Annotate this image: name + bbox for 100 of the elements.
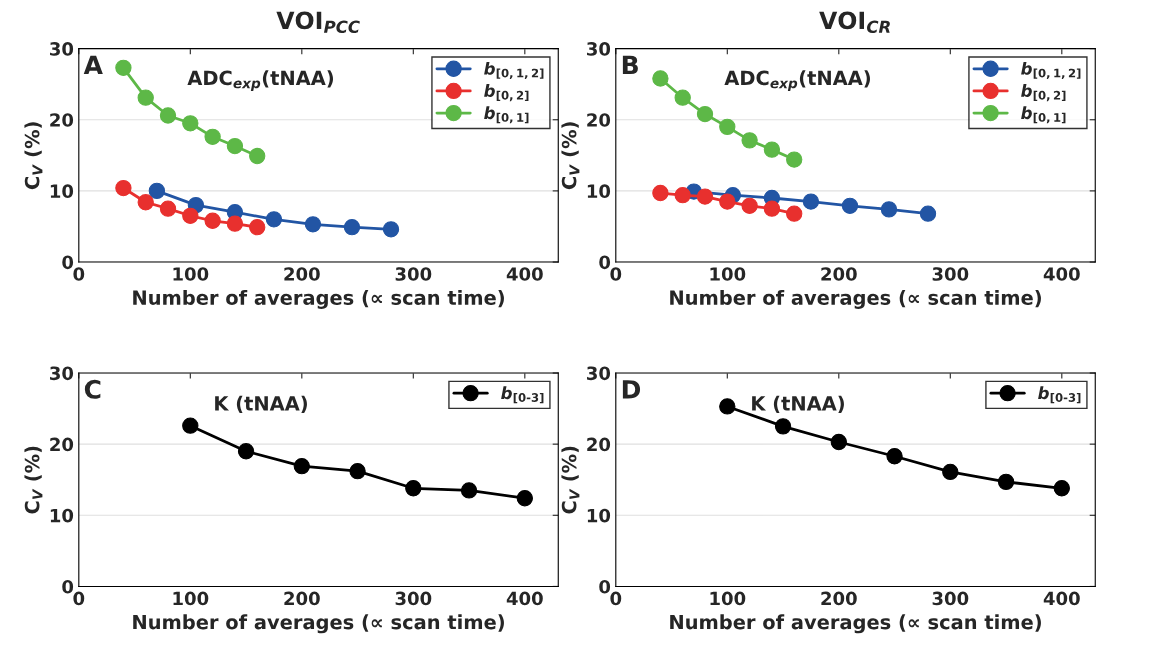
x-axis-title: Number of averages (∝ scan time) [133, 289, 504, 309]
x-tick-label: 200 [821, 267, 857, 281]
point [115, 179, 132, 197]
point [349, 463, 366, 480]
x-tick-label: 400 [506, 591, 543, 606]
y-axis-title: C$_{V}$ (%) [24, 122, 43, 190]
y-tick-label: 20 [50, 437, 74, 452]
x-tick-label: 300 [932, 591, 969, 606]
point [741, 132, 758, 149]
y-axis-title: C$_{V}$ (%) [561, 446, 580, 514]
legend-label: b$_{[0,2]}$ [1021, 84, 1066, 102]
legend-label: b$_{[0-3]}$ [501, 386, 544, 404]
point [265, 211, 283, 228]
y-tick-label: 30 [587, 42, 611, 56]
y-axis-title: C$_{V}$ (%) [561, 122, 580, 190]
point [919, 205, 937, 222]
y-tick-label: 0 [599, 255, 611, 270]
x-tick-label: 0 [610, 591, 622, 606]
x-tick-label: 0 [73, 591, 85, 606]
x-tick-label: 0 [73, 267, 85, 281]
point [652, 70, 669, 87]
y-tick-label: 10 [587, 508, 611, 523]
x-tick-label: 300 [395, 591, 432, 606]
point [786, 151, 803, 168]
point [405, 480, 422, 497]
annotation: K (tNAA) [752, 395, 844, 413]
point [148, 182, 166, 200]
annotation: K (tNAA) [215, 395, 307, 413]
point [942, 463, 959, 481]
point [516, 490, 533, 507]
annotation: ADC$_{exp}$(tNAA) [187, 70, 334, 91]
point [226, 137, 244, 155]
point [696, 188, 714, 205]
x-tick-label: 200 [284, 267, 320, 281]
point [997, 473, 1015, 491]
point [774, 418, 792, 435]
x-tick-label: 400 [1043, 267, 1080, 281]
x-tick-label: 100 [173, 591, 209, 606]
point [237, 443, 255, 460]
annotation: ADC$_{exp}$(tNAA) [724, 70, 870, 91]
y-tick-label: 10 [50, 508, 74, 523]
x-tick-label: 300 [395, 267, 432, 281]
chart-title: VOI$_{CR}$ [819, 11, 890, 34]
point [802, 193, 820, 210]
point [343, 219, 361, 236]
y-tick-label: 0 [62, 255, 74, 270]
x-axis-title: Number of averages (∝ scan time) [670, 614, 1041, 634]
point [786, 205, 803, 222]
annotation: B [622, 55, 638, 74]
legend-label: b$_{[0,1,2]}$ [1021, 61, 1081, 79]
point [696, 105, 714, 123]
x-tick-label: 200 [821, 591, 857, 606]
legend-label: b$_{[0,2]}$ [484, 84, 529, 102]
point [137, 194, 154, 211]
y-tick-label: 30 [50, 42, 74, 56]
x-tick-label: 0 [610, 267, 622, 281]
chart-title: VOI$_{PCC}$ [276, 11, 360, 34]
x-tick-label: 100 [710, 591, 746, 606]
point [460, 482, 478, 499]
point [880, 201, 898, 218]
point [226, 215, 244, 232]
legend-label: b$_{[0,1]}$ [1021, 106, 1066, 124]
point [830, 433, 847, 451]
point [249, 147, 266, 165]
x-tick-label: 300 [932, 267, 969, 281]
annotation: D [622, 380, 641, 399]
y-tick-label: 20 [587, 113, 611, 127]
legend-label: b$_{[0,1]}$ [484, 106, 529, 124]
y-tick-label: 30 [587, 366, 611, 381]
point [159, 107, 177, 124]
point [115, 59, 132, 76]
point [293, 458, 310, 475]
y-tick-label: 0 [599, 579, 611, 594]
point [886, 448, 903, 465]
legend-label: b$_{[0-3]}$ [1038, 386, 1081, 404]
point [382, 221, 400, 238]
annotation: A [83, 55, 103, 74]
y-axis-title: C$_{V}$ (%) [24, 446, 43, 514]
point [182, 115, 199, 132]
x-tick-label: 100 [173, 267, 209, 281]
x-axis-title: Number of averages (∝ scan time) [133, 614, 504, 634]
point [249, 219, 266, 236]
point [159, 200, 177, 217]
point [719, 398, 736, 415]
point [204, 128, 221, 145]
legend-label: b$_{[0,1,2]}$ [484, 61, 544, 79]
y-tick-label: 30 [50, 366, 74, 381]
x-tick-label: 100 [710, 267, 746, 281]
point [841, 197, 859, 214]
point [741, 197, 758, 214]
y-tick-label: 0 [62, 579, 74, 594]
y-tick-label: 20 [587, 437, 611, 452]
point [763, 141, 781, 158]
x-tick-label: 400 [506, 267, 543, 281]
x-tick-label: 400 [1043, 591, 1080, 606]
point [674, 89, 691, 106]
point [674, 187, 691, 204]
point [182, 207, 199, 224]
y-tick-label: 10 [587, 184, 611, 198]
point [763, 200, 781, 217]
